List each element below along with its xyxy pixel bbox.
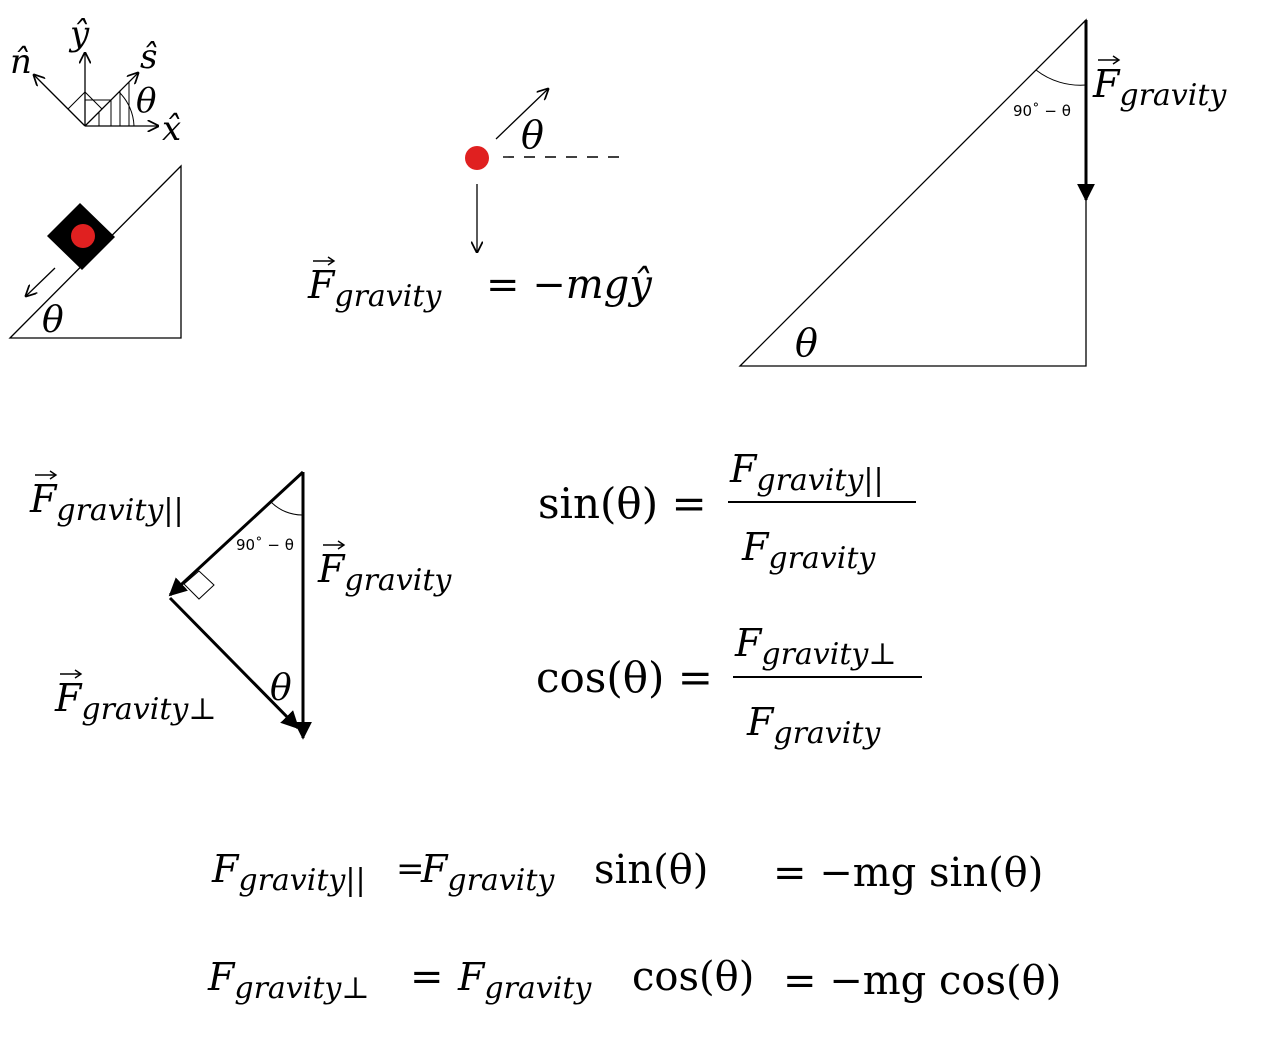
parallel-component-vector bbox=[168, 470, 305, 597]
cos-numerator: Fgravity⊥ bbox=[734, 621, 897, 672]
x-hat-label: x̂ bbox=[162, 109, 181, 149]
s-hat-label: ŝ bbox=[140, 37, 157, 77]
decomp-gravity-label: Fgravity bbox=[317, 547, 452, 598]
sin-numerator: Fgravity|| bbox=[729, 447, 884, 498]
axes-theta-label: θ bbox=[136, 81, 156, 121]
perpendicular-component-label: Fgravity⊥ bbox=[54, 676, 217, 727]
cos-denominator: Fgravity bbox=[746, 700, 881, 751]
gravity-force-symbol: Fgravity bbox=[307, 263, 442, 314]
sin-equation: sin(θ) = Fgravity|| Fgravity bbox=[538, 447, 916, 576]
decomp-angle-arc bbox=[270, 501, 304, 516]
perpendicular-component-vector bbox=[168, 596, 300, 730]
force-decomposition-triangle: 90˚ − θ θ Fgravity|| Fgravity Fgravity⊥ bbox=[29, 470, 452, 740]
perpendicular-result-equation: Fgravity⊥ = Fgravity cos(θ) = −mg cos(θ) bbox=[207, 954, 1061, 1006]
big-gravity-label: Fgravity bbox=[1092, 62, 1227, 113]
n-axis-arrow bbox=[34, 75, 86, 127]
perp-eq-rhs: = −mg cos(θ) bbox=[783, 958, 1061, 1004]
perp-eq-mid: Fgravity bbox=[457, 955, 592, 1006]
particle-dot bbox=[465, 146, 489, 170]
perp-eq-trig: cos(θ) bbox=[632, 954, 754, 1000]
big-theta-label: θ bbox=[795, 321, 818, 365]
right-angle-mark bbox=[183, 570, 215, 600]
parallel-eq-lhs: Fgravity|| bbox=[211, 847, 366, 898]
axes-construction-lines bbox=[67, 82, 135, 127]
decomp-theta-label: θ bbox=[270, 668, 292, 709]
n-hat-label: n̂ bbox=[10, 42, 32, 82]
parallel-eq-rhs: = −mg sin(θ) bbox=[773, 850, 1043, 896]
coordinate-axes: n̂ ŷ ŝ θ x̂ bbox=[10, 14, 181, 149]
parallel-eq-mid: Fgravity bbox=[420, 847, 555, 898]
incline-with-block: θ bbox=[8, 164, 182, 341]
s-axis-arrow bbox=[84, 73, 138, 127]
decomp-angle-label: 90˚ − θ bbox=[236, 536, 294, 554]
particle-theta-label: θ bbox=[521, 113, 544, 157]
top-angle-arc bbox=[1035, 69, 1087, 86]
parallel-component-label: Fgravity|| bbox=[29, 477, 184, 528]
parallel-eq-trig: sin(θ) bbox=[594, 847, 708, 893]
block-center-dot bbox=[71, 224, 95, 248]
particle-gravity: θ Fgravity = −mgŷ bbox=[307, 89, 653, 314]
block-motion-arrow bbox=[26, 267, 56, 296]
direction-arrow bbox=[495, 89, 548, 140]
perp-eq-lhs: Fgravity⊥ bbox=[207, 955, 370, 1006]
gravity-force-rhs: = −mgŷ bbox=[486, 262, 653, 308]
y-hat-label: ŷ bbox=[68, 14, 90, 54]
sin-denominator: Fgravity bbox=[741, 525, 876, 576]
parallel-result-equation: Fgravity|| = Fgravity sin(θ) = −mg sin(θ… bbox=[211, 847, 1043, 898]
cos-equation: cos(θ) = Fgravity⊥ Fgravity bbox=[536, 621, 922, 751]
perp-eq-equals: = bbox=[410, 954, 444, 1000]
big-triangle-outline bbox=[738, 18, 1087, 367]
cos-lhs: cos(θ) = bbox=[536, 653, 713, 702]
big-right-triangle: 90˚ − θ θ Fgravity bbox=[738, 18, 1227, 367]
parallel-eq-equals: = bbox=[396, 849, 425, 889]
sin-lhs: sin(θ) = bbox=[538, 479, 707, 528]
incline-theta-label: θ bbox=[42, 300, 64, 341]
big-angle-label: 90˚ − θ bbox=[1013, 102, 1071, 120]
